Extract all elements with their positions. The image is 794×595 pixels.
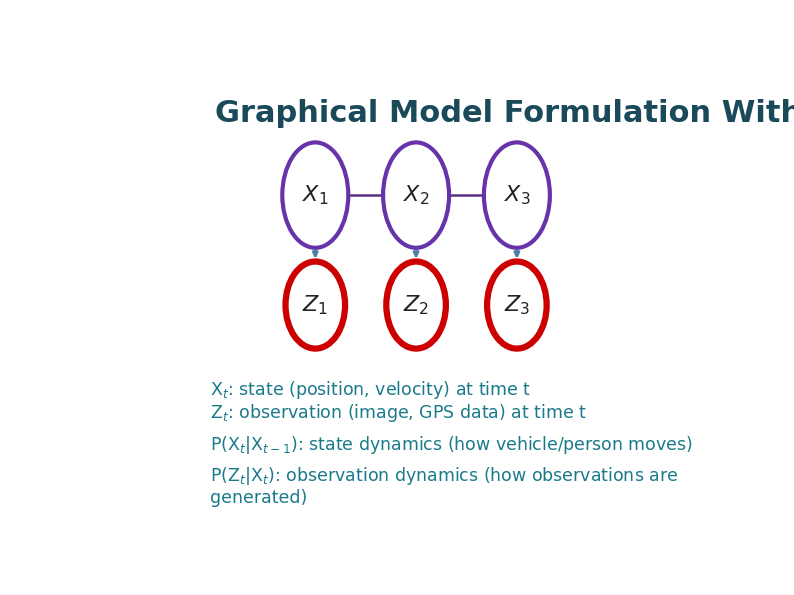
Ellipse shape [283,142,349,248]
Text: $X_{1}$: $X_{1}$ [302,183,329,207]
Ellipse shape [387,262,446,349]
Text: Z$_t$: observation (image, GPS data) at time t: Z$_t$: observation (image, GPS data) at … [210,402,587,424]
Ellipse shape [383,142,449,248]
Text: $X_{3}$: $X_{3}$ [503,183,530,207]
Text: $Z_{1}$: $Z_{1}$ [303,293,329,317]
Text: $X_{2}$: $X_{2}$ [403,183,430,207]
Text: $Z_{2}$: $Z_{2}$ [403,293,429,317]
Text: P(X$_t$|X$_{t-1}$): state dynamics (how vehicle/person moves): P(X$_t$|X$_{t-1}$): state dynamics (how … [210,434,692,456]
Text: $Z_{3}$: $Z_{3}$ [503,293,530,317]
Ellipse shape [484,142,550,248]
Ellipse shape [487,262,546,349]
Text: P(Z$_t$|X$_t$): observation dynamics (how observations are
generated): P(Z$_t$|X$_t$): observation dynamics (ho… [210,465,678,508]
Text: Graphical Model Formulation With Time: Graphical Model Formulation With Time [214,99,794,128]
Ellipse shape [286,262,345,349]
Text: X$_t$: state (position, velocity) at time t: X$_t$: state (position, velocity) at tim… [210,379,531,401]
